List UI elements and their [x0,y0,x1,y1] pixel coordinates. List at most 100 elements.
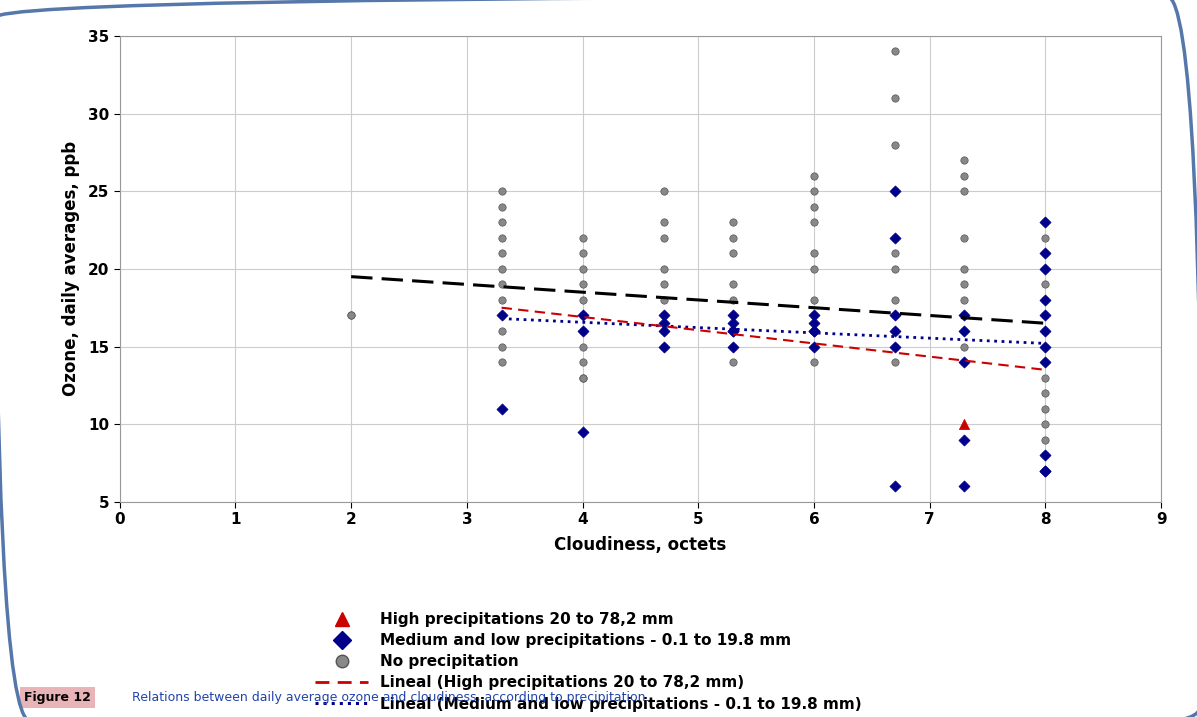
Point [1035,356,1055,368]
Point [955,310,974,321]
Point [1035,403,1055,414]
Point [886,356,905,368]
Point [886,341,905,352]
Point [804,247,824,259]
Point [1035,247,1055,259]
Point [1035,310,1055,321]
Point [955,170,974,181]
Point [886,186,905,197]
Point [886,310,905,321]
Text: Figure 12: Figure 12 [24,690,91,704]
Point [492,201,511,212]
Point [723,318,742,329]
Point [573,310,593,321]
Point [492,217,511,228]
Point [1035,434,1055,445]
Point [723,310,742,321]
Point [723,326,742,337]
Point [804,170,824,181]
Point [492,341,511,352]
Point [573,426,593,437]
Point [804,186,824,197]
Point [886,326,905,337]
Point [573,326,593,337]
Point [654,232,673,244]
Point [955,341,974,352]
Point [955,419,974,430]
Point [1035,263,1055,275]
Point [1035,465,1055,477]
Point [654,279,673,290]
Point [654,310,673,321]
Point [886,294,905,305]
Point [955,232,974,244]
Point [654,341,673,352]
Point [804,356,824,368]
Point [492,263,511,275]
Point [1035,465,1055,477]
Point [654,263,673,275]
Point [492,326,511,337]
Point [492,186,511,197]
Point [723,326,742,337]
Point [654,318,673,329]
Point [492,294,511,305]
Point [654,217,673,228]
Point [573,279,593,290]
Point [1035,247,1055,259]
Point [492,310,511,321]
Point [492,279,511,290]
Point [1035,232,1055,244]
Point [804,326,824,337]
Point [1035,294,1055,305]
Point [573,326,593,337]
Point [723,279,742,290]
Point [955,356,974,368]
Point [804,341,824,352]
Point [955,186,974,197]
Point [492,247,511,259]
Point [1035,465,1055,477]
Point [955,294,974,305]
Point [1035,326,1055,337]
Point [492,356,511,368]
Point [886,92,905,104]
Point [804,201,824,212]
Point [955,326,974,337]
Point [341,310,360,321]
Point [1035,450,1055,461]
Y-axis label: Ozone, daily averages, ppb: Ozone, daily averages, ppb [61,141,79,397]
Point [654,326,673,337]
Point [573,247,593,259]
Point [573,294,593,305]
Point [1035,341,1055,352]
Point [723,294,742,305]
Point [1035,387,1055,399]
Point [1035,326,1055,337]
Point [723,247,742,259]
Point [886,186,905,197]
Point [492,232,511,244]
Point [804,217,824,228]
Point [1035,465,1055,477]
Point [955,310,974,321]
Point [886,46,905,57]
Point [804,310,824,321]
Point [1035,217,1055,228]
Point [492,310,511,321]
Point [1035,310,1055,321]
Point [654,326,673,337]
Point [723,217,742,228]
Point [1035,279,1055,290]
Point [804,318,824,329]
Point [723,341,742,352]
Point [654,310,673,321]
Point [886,247,905,259]
Point [1035,450,1055,461]
Point [1035,263,1055,275]
Point [1035,341,1055,352]
Point [723,356,742,368]
Point [804,294,824,305]
Point [1035,450,1055,461]
Point [1035,465,1055,477]
